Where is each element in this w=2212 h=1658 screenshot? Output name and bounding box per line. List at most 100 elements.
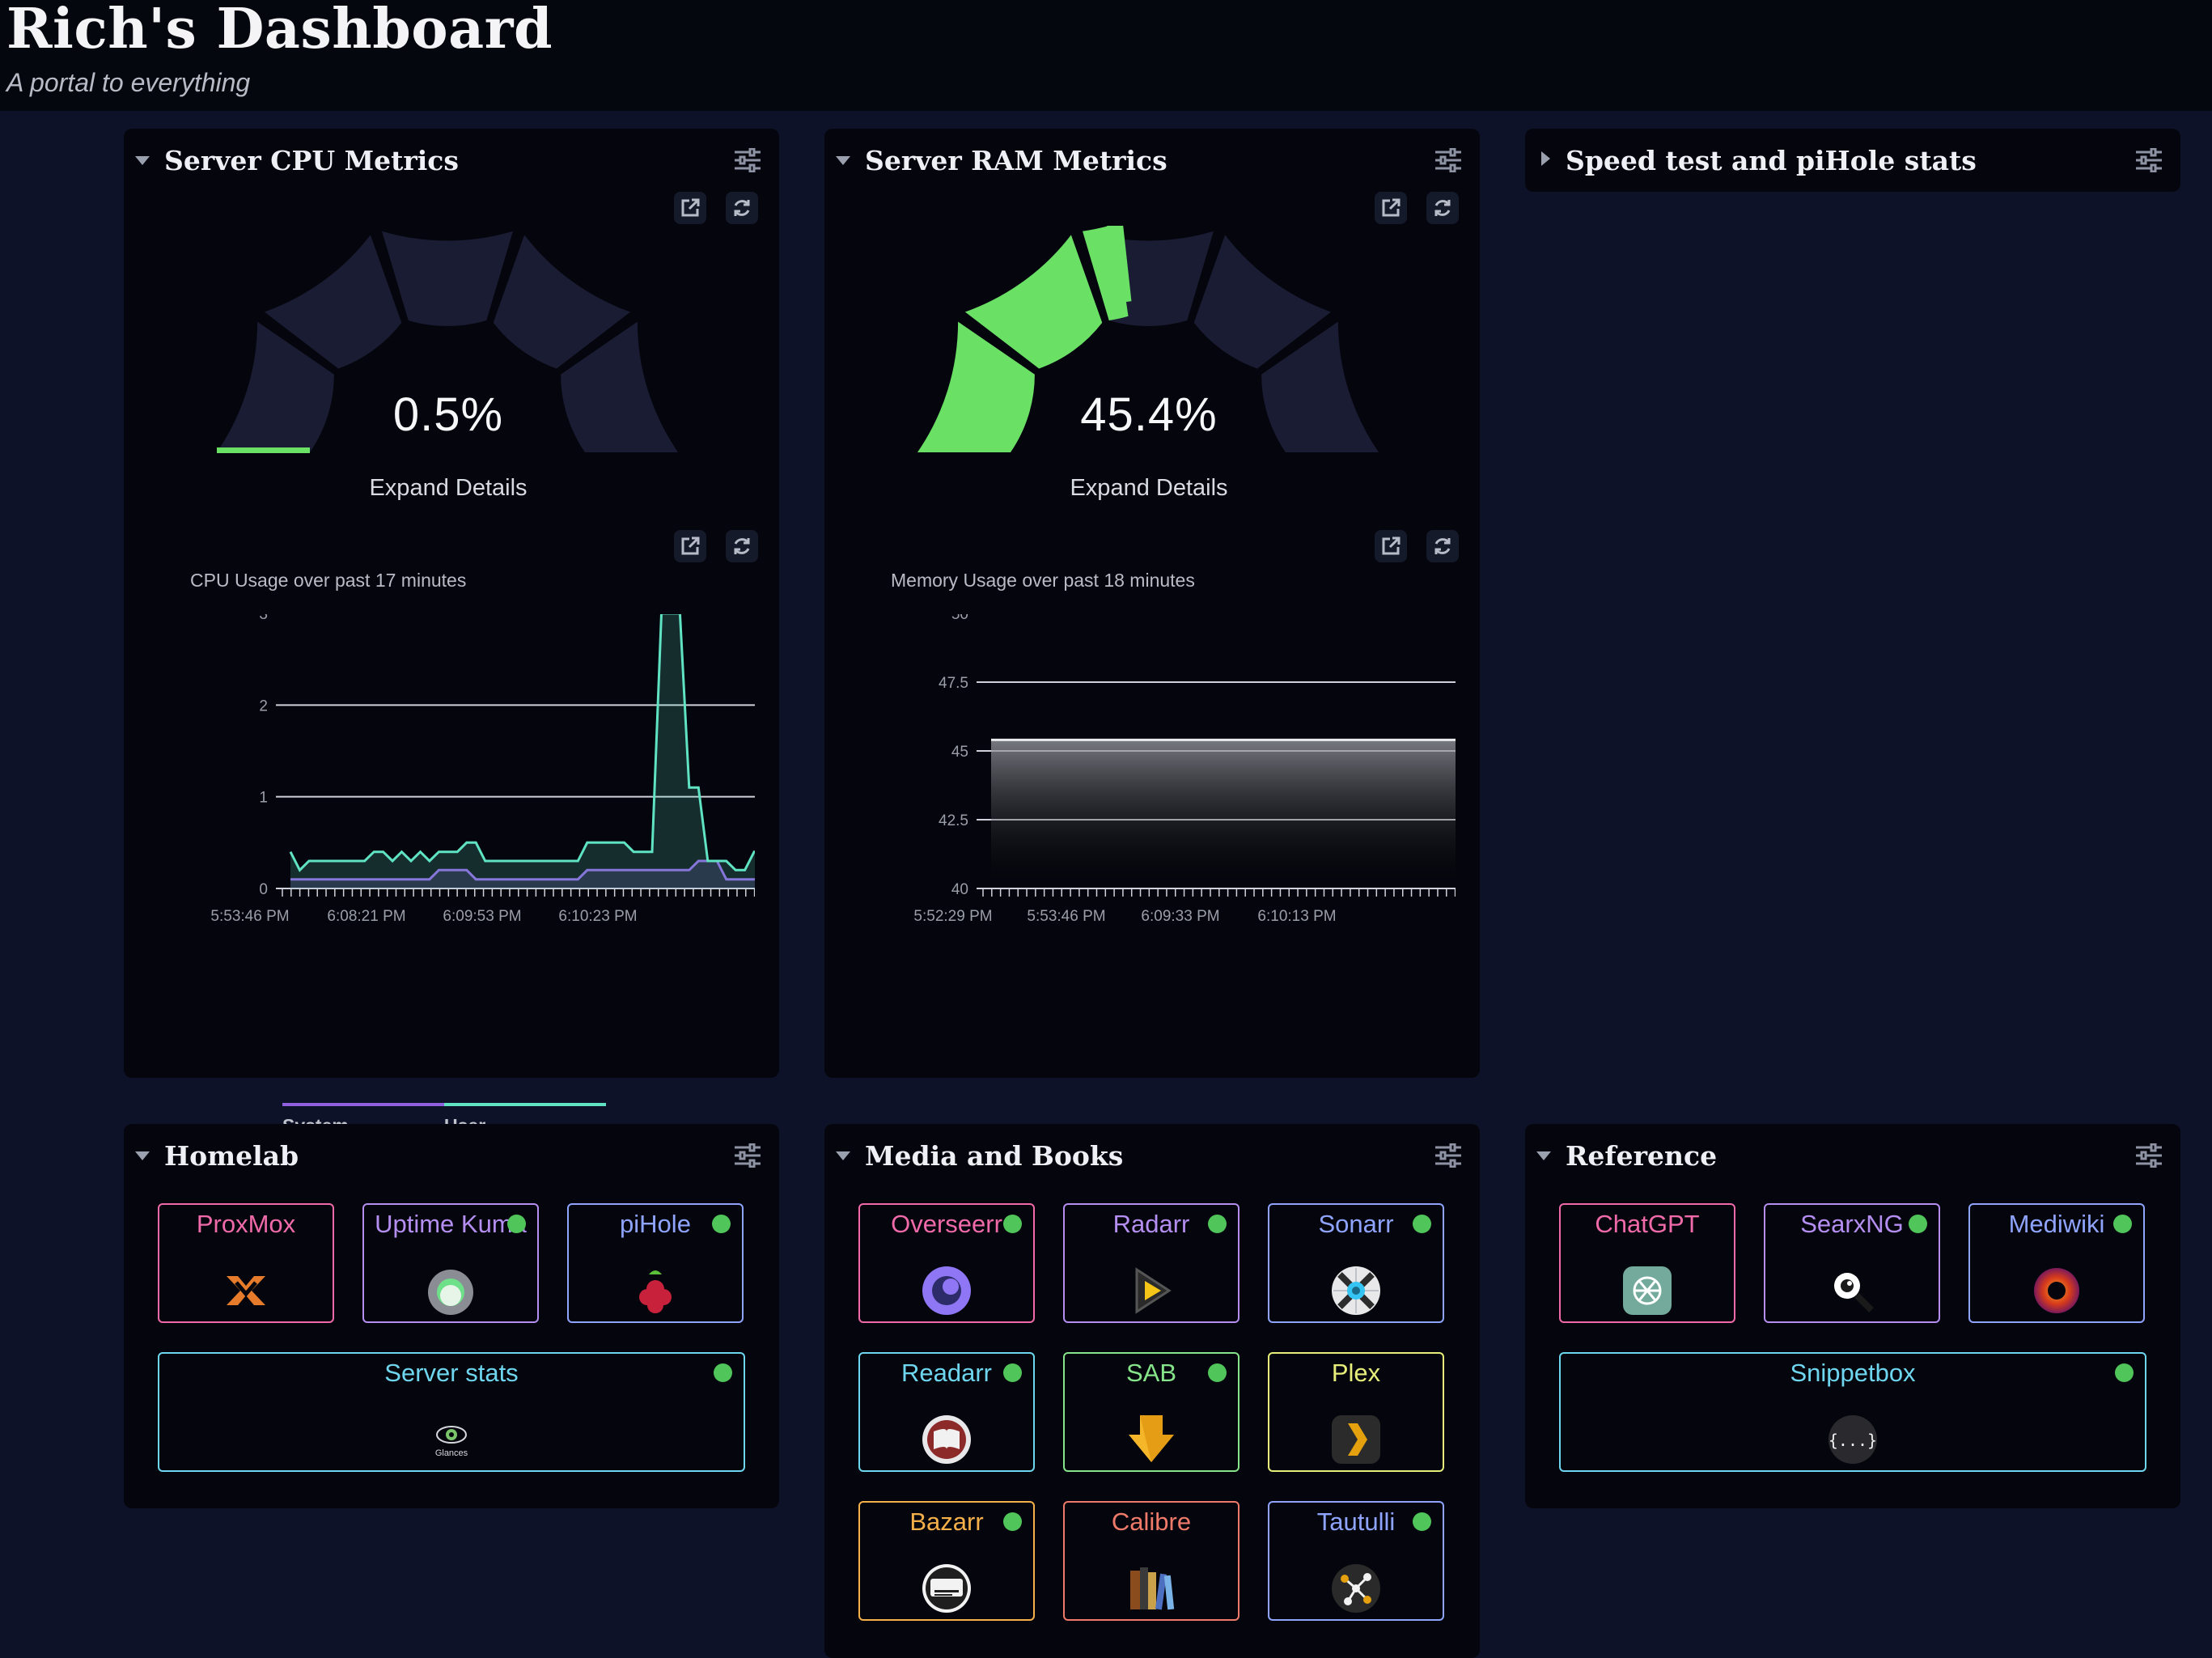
legend-swatch[interactable] — [282, 1103, 444, 1106]
settings-sliders-icon[interactable] — [1434, 148, 1462, 172]
panel-title: Server RAM Metrics — [865, 145, 1167, 176]
x-tick-label: 5:52:29 PM — [913, 908, 992, 925]
bazarr-icon — [921, 1563, 973, 1614]
page-title: Rich's Dashboard — [6, 0, 553, 61]
tile-chatgpt[interactable]: ChatGPT — [1559, 1203, 1735, 1323]
chatgpt-icon — [1621, 1265, 1673, 1317]
status-dot — [1208, 1215, 1227, 1233]
panel-header[interactable]: Speed test and piHole stats — [1525, 129, 2180, 192]
tile-server-stats[interactable]: Server stats Glances — [158, 1352, 745, 1472]
panel-title: Server CPU Metrics — [164, 145, 459, 176]
tile-label: Snippetbox — [1790, 1359, 1916, 1387]
gauge-segment — [561, 321, 678, 452]
tile-label: Readarr — [901, 1359, 992, 1387]
calibre-books-icon — [1125, 1563, 1177, 1614]
tile-label: Tautulli — [1316, 1507, 1396, 1536]
gauge-segment — [217, 321, 334, 452]
settings-sliders-icon[interactable] — [734, 1143, 761, 1168]
gauge-value: 0.5% — [392, 388, 504, 441]
settings-sliders-icon[interactable] — [1434, 1143, 1462, 1168]
gauge-segment — [1261, 321, 1379, 452]
tile-sonarr[interactable]: Sonarr — [1268, 1203, 1444, 1323]
refresh-icon[interactable] — [1426, 530, 1459, 562]
memory-usage-chart: 40 42.5 45 47.5 50 5:52:29 PM 5:53:46 PM 6:09:3… — [913, 614, 1456, 925]
gauge-segment — [382, 231, 513, 327]
y-tick-label: 47.5 — [939, 675, 968, 692]
panel-header[interactable]: Media and Books — [824, 1124, 1480, 1187]
refresh-icon[interactable] — [1426, 192, 1459, 224]
tile-snippetbox[interactable]: Snippetbox {...} — [1559, 1352, 2146, 1472]
expand-details-link[interactable]: Expand Details — [369, 475, 528, 501]
ram-metrics-panel: Server RAM Metrics 45.4% Expand Details … — [824, 129, 1480, 1078]
tile-calibre[interactable]: Calibre — [1063, 1501, 1239, 1621]
settings-sliders-icon[interactable] — [2135, 1143, 2163, 1168]
status-dot — [507, 1215, 526, 1233]
tile-label: Server stats — [384, 1359, 519, 1387]
tile-bazarr[interactable]: Bazarr — [858, 1501, 1035, 1621]
svg-text:Glances: Glances — [435, 1448, 468, 1458]
tile-radarr[interactable]: Radarr — [1063, 1203, 1239, 1323]
panel-header[interactable]: Server CPU Metrics — [124, 129, 779, 192]
panel-header[interactable]: Reference — [1525, 1124, 2180, 1187]
panel-header[interactable]: Homelab — [124, 1124, 779, 1187]
status-dot — [1003, 1215, 1022, 1233]
tile-label: Radarr — [1112, 1210, 1190, 1238]
cpu-usage-chart: 0 1 2 3 5:53:46 PM 6:08:21 PM 6:09:53 PM 6:10:2… — [210, 614, 755, 1136]
svg-text:{...}: {...} — [1829, 1431, 1877, 1450]
settings-sliders-icon[interactable] — [2135, 148, 2163, 172]
tile-label: Uptime Kuma — [375, 1210, 527, 1238]
cpu-metrics-panel: Server CPU Metrics 0.5% Expand Details C… — [124, 129, 779, 1136]
tile-uptime-kuma[interactable]: Uptime Kuma — [362, 1203, 539, 1323]
status-dot — [714, 1363, 732, 1382]
x-tick-label: 6:10:13 PM — [1257, 908, 1336, 925]
status-dot — [712, 1215, 731, 1233]
expand-details-link[interactable]: Expand Details — [1070, 475, 1228, 501]
tile-sab[interactable]: SAB — [1063, 1352, 1239, 1472]
tile-readarr[interactable]: Readarr — [858, 1352, 1035, 1472]
gauge-fill — [964, 235, 1103, 369]
plex-icon — [1330, 1414, 1382, 1465]
tile-mediwiki[interactable]: Mediwiki — [1968, 1203, 2145, 1323]
tile-label: Plex — [1331, 1359, 1381, 1387]
media-books-panel: Media and Books Overseerr Radarr Sonarr Rea… — [824, 1124, 1480, 1658]
legend-swatch[interactable] — [444, 1103, 606, 1106]
tile-pihole[interactable]: piHole — [567, 1203, 744, 1323]
refresh-icon[interactable] — [726, 192, 758, 224]
open-external-icon[interactable] — [674, 192, 706, 224]
open-external-icon[interactable] — [1375, 192, 1407, 224]
cpu-gauge — [217, 231, 678, 453]
collapse-caret-icon[interactable] — [836, 156, 850, 165]
open-external-icon[interactable] — [1375, 530, 1407, 562]
panel-header[interactable]: Server RAM Metrics — [824, 129, 1480, 192]
y-tick-label: 45 — [951, 744, 968, 761]
settings-sliders-icon[interactable] — [734, 148, 761, 172]
expand-caret-icon[interactable] — [1541, 151, 1550, 166]
status-dot — [2115, 1363, 2134, 1382]
tile-tautulli[interactable]: Tautulli — [1268, 1501, 1444, 1621]
series-line — [290, 859, 755, 881]
series-line — [289, 614, 755, 872]
glances-icon: Glances — [426, 1414, 477, 1465]
tile-overseerr[interactable]: Overseerr — [858, 1203, 1035, 1323]
y-tick-label: 1 — [259, 790, 268, 807]
x-tick-label: 6:09:33 PM — [1141, 908, 1219, 925]
tile-label: Mediwiki — [2008, 1210, 2105, 1238]
status-dot — [1413, 1215, 1431, 1233]
y-tick-label: 0 — [259, 881, 268, 898]
collapse-caret-icon[interactable] — [135, 1151, 150, 1160]
tile-proxmox[interactable]: ProxMox — [158, 1203, 334, 1323]
panel-title: Homelab — [164, 1140, 299, 1172]
tile-label: Bazarr — [909, 1507, 984, 1536]
ram-gauge — [917, 226, 1379, 452]
status-dot — [1413, 1512, 1431, 1531]
collapse-caret-icon[interactable] — [836, 1151, 850, 1160]
refresh-icon[interactable] — [726, 530, 758, 562]
raspberry-icon — [629, 1265, 681, 1317]
tile-plex[interactable]: Plex — [1268, 1352, 1444, 1472]
collapse-caret-icon[interactable] — [1536, 1151, 1551, 1160]
open-external-icon[interactable] — [674, 530, 706, 562]
status-dot — [1003, 1363, 1022, 1382]
tile-searxng[interactable]: SearxNG — [1764, 1203, 1940, 1323]
collapse-caret-icon[interactable] — [135, 156, 150, 165]
overseerr-icon — [921, 1265, 973, 1317]
